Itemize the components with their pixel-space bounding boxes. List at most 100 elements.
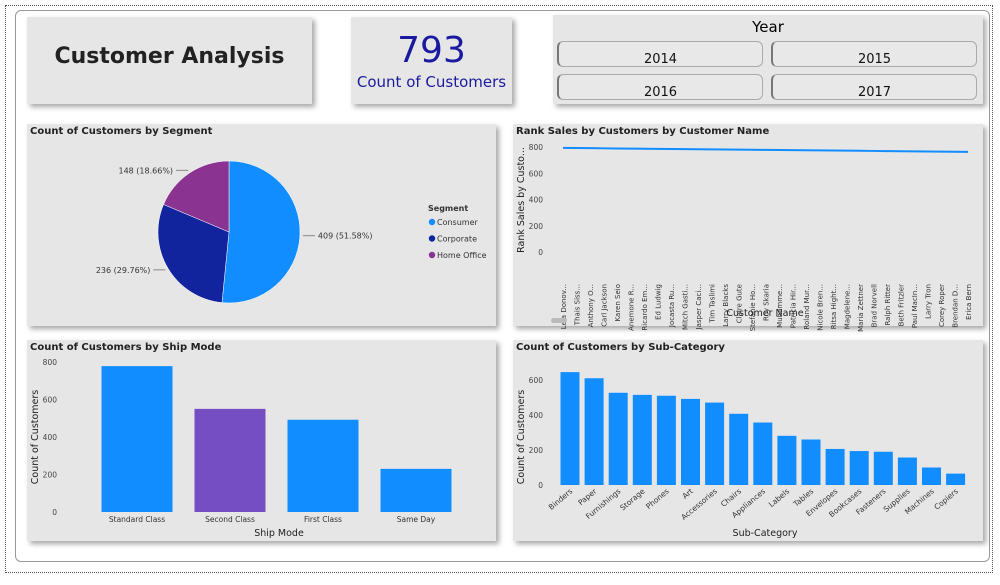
legend-title: Segment <box>428 204 468 213</box>
legend-marker <box>428 218 436 226</box>
bar-tables <box>801 439 821 485</box>
title-card: Customer Analysis <box>27 17 312 104</box>
x-tick-label: Labels <box>767 487 791 509</box>
y-tick-label: 400 <box>529 411 544 420</box>
x-tick-label: Roland Mur... <box>803 284 811 330</box>
bar-same-day <box>380 468 452 512</box>
x-tick-label: Standard Class <box>109 515 165 524</box>
x-axis-title: Customer Name <box>726 308 803 319</box>
year-slicer-title: Year <box>752 18 784 36</box>
x-tick-label: Second Class <box>205 515 255 524</box>
y-axis-title: Rank Sales by Custo... <box>516 147 527 253</box>
year-option-2016[interactable]: 2016 <box>557 74 763 100</box>
x-tick-label: Larry Blacks <box>722 284 730 327</box>
bar-paper <box>584 378 604 485</box>
y-tick-label: 400 <box>43 433 58 442</box>
x-tick-label: Tim Taslimi <box>709 284 717 324</box>
pie-data-label: 236 (29.76%) <box>96 266 151 275</box>
kpi-card: 793 Count of Customers <box>351 17 512 104</box>
page-title: Customer Analysis <box>54 44 285 69</box>
y-tick-label: 0 <box>52 508 57 517</box>
year-option-2015[interactable]: 2015 <box>771 41 977 67</box>
pie-slice-corporate <box>157 204 230 303</box>
segment-chart-title: Count of Customers by Segment <box>30 126 213 137</box>
y-tick-label: 200 <box>529 446 544 455</box>
bar-copiers <box>946 473 966 485</box>
x-tick-label: Ricardo Em... <box>641 284 649 331</box>
pie-data-label: 148 (18.66%) <box>118 166 173 175</box>
y-tick-label: 0 <box>538 481 543 490</box>
x-tick-label: Karen Seio <box>614 284 622 321</box>
bar-furnishings <box>608 392 628 485</box>
rank-chart-title: Rank Sales by Customers by Customer Name <box>516 126 770 137</box>
y-tick-label: 600 <box>529 376 544 385</box>
x-tick-label: Magdelene... <box>844 284 852 329</box>
x-tick-label: Paul MacIn... <box>911 284 919 328</box>
page-border <box>5 5 993 573</box>
legend-item: Consumer <box>437 218 479 227</box>
x-tick-label: Anthony O... <box>587 284 595 327</box>
year-option-2017[interactable]: 2017 <box>771 74 977 100</box>
y-tick-label: 800 <box>529 143 544 152</box>
x-tick-label: Same Day <box>397 515 436 524</box>
bar-standard-class <box>101 366 173 512</box>
x-axis-title: Ship Mode <box>254 528 304 539</box>
kpi-label: Count of Customers <box>356 73 507 91</box>
bar-binders <box>560 372 580 485</box>
y-tick-label: 0 <box>538 248 543 257</box>
pie-slice-home-office <box>163 160 230 233</box>
y-tick-label: 200 <box>43 471 58 480</box>
bar-labels <box>777 435 797 485</box>
rank-line <box>562 146 969 153</box>
bar-second-class <box>194 408 266 512</box>
x-tick-label: Brad Norvell <box>871 284 879 327</box>
x-axis-title: Sub-Category <box>733 528 798 539</box>
x-tick-label: Ralph Ritter <box>884 284 892 326</box>
shipmode-chart-title: Count of Customers by Ship Mode <box>30 342 222 353</box>
x-tick-label: Thais Siss... <box>574 284 582 326</box>
x-tick-label: Ritsa Hight... <box>830 284 838 329</box>
year-option-2014[interactable]: 2014 <box>557 41 763 67</box>
x-tick-label: Claire Gute <box>736 284 744 323</box>
x-tick-label: First Class <box>304 515 342 524</box>
subcategory-chart-panel: Count of Customers by Sub-Category 0 200 4… <box>513 340 983 541</box>
x-tick-label: Roy Skaria <box>763 284 771 321</box>
y-axis-title: Count of Customers <box>30 390 41 485</box>
x-tick-label: Copiers <box>932 487 960 512</box>
shipmode-bar-chart: 0 200 400 600 800 Standard Class Second Class F… <box>30 358 452 539</box>
y-tick-label: 200 <box>529 222 544 231</box>
bar-chairs <box>729 413 749 485</box>
x-tick-label: Jasper Caci... <box>695 284 703 331</box>
x-tick-label: Stefanie Ho... <box>749 284 757 331</box>
x-tick-label: Larry Tron <box>925 284 933 319</box>
y-tick-label: 600 <box>43 396 58 405</box>
x-tick-label: Anemone R... <box>628 284 636 331</box>
subcategory-chart-title: Count of Customers by Sub-Category <box>516 342 725 353</box>
shipmode-chart-panel: Count of Customers by Ship Mode 0 200 400 6… <box>27 340 496 541</box>
rank-line-chart: 0 200 400 600 800 Lela Donov... Thais Siss... A… <box>516 143 973 332</box>
x-tick-label: Jocasta Ru... <box>668 284 676 328</box>
bar-phones <box>656 395 676 485</box>
x-tick-label: Maria Zettner <box>857 284 865 332</box>
segment-chart-panel: Count of Customers by Segment 409 (51.58… <box>27 124 496 326</box>
x-tick-label: Binders <box>547 487 575 512</box>
y-tick-label: 600 <box>529 169 544 178</box>
horizontal-scrollbar[interactable] <box>551 318 567 323</box>
x-tick-label: Muhamme... <box>776 284 784 328</box>
x-tick-label: Phones <box>644 487 671 511</box>
bar-envelopes <box>825 448 845 485</box>
bar-appliances <box>753 422 773 485</box>
legend-item: Home Office <box>437 251 487 260</box>
kpi-value: 793 <box>397 30 466 71</box>
pie-slice-consumer <box>221 160 301 304</box>
segment-pie-chart: 409 (51.58%) 236 (29.76%) 148 (18.66%) Segm… <box>96 160 487 304</box>
y-tick-label: 400 <box>529 196 544 205</box>
bar-accessories <box>705 402 725 485</box>
x-tick-label: Beth Fritzler <box>898 284 906 327</box>
x-tick-label: Erica Bern <box>965 284 973 320</box>
bar-first-class <box>287 419 359 512</box>
legend-marker <box>428 251 436 259</box>
legend-item: Corporate <box>437 235 477 244</box>
bar-supplies <box>897 457 917 485</box>
